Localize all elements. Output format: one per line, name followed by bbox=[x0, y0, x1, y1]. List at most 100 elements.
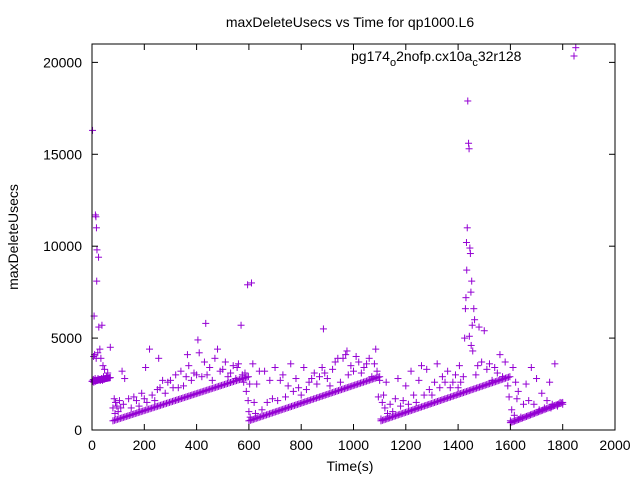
data-point bbox=[559, 398, 567, 406]
data-point bbox=[467, 288, 475, 296]
data-point bbox=[93, 246, 101, 254]
data-point bbox=[244, 397, 252, 405]
data-point bbox=[382, 378, 390, 386]
data-point bbox=[249, 360, 257, 368]
data-point bbox=[331, 358, 339, 366]
data-point bbox=[268, 395, 276, 403]
data-point bbox=[373, 367, 381, 375]
data-point bbox=[446, 384, 454, 392]
data-point bbox=[242, 387, 250, 395]
data-point bbox=[530, 400, 538, 408]
data-point bbox=[300, 364, 308, 372]
data-point bbox=[211, 354, 219, 362]
data-point bbox=[166, 376, 174, 384]
data-point bbox=[96, 345, 104, 353]
data-point bbox=[224, 373, 232, 381]
data-point bbox=[289, 387, 297, 395]
data-point bbox=[118, 367, 126, 375]
data-point bbox=[185, 362, 193, 370]
data-point bbox=[234, 360, 242, 368]
data-point bbox=[496, 351, 504, 359]
data-point bbox=[214, 345, 222, 353]
data-point bbox=[193, 371, 201, 379]
data-point bbox=[321, 369, 329, 377]
data-point bbox=[402, 382, 410, 390]
data-point bbox=[305, 378, 313, 386]
data-points bbox=[88, 44, 580, 427]
data-point bbox=[115, 397, 123, 405]
data-point bbox=[462, 294, 470, 302]
data-point bbox=[397, 402, 405, 410]
data-point bbox=[310, 369, 318, 377]
data-point bbox=[180, 382, 188, 390]
data-point bbox=[208, 376, 216, 384]
legend-label-subscript: o bbox=[390, 57, 396, 69]
data-point bbox=[386, 400, 394, 408]
data-point bbox=[159, 376, 167, 384]
y-tick-label: 10000 bbox=[43, 238, 82, 254]
data-point bbox=[326, 382, 334, 390]
data-point bbox=[202, 319, 210, 327]
x-tick-label: 2000 bbox=[599, 437, 630, 453]
data-point bbox=[508, 406, 516, 414]
data-point bbox=[93, 277, 101, 285]
data-point bbox=[161, 389, 169, 397]
data-point bbox=[94, 349, 102, 357]
data-point bbox=[132, 397, 140, 405]
data-point bbox=[287, 360, 295, 368]
data-point bbox=[464, 97, 472, 105]
data-point bbox=[246, 380, 254, 388]
legend-label-part: pg174 bbox=[351, 48, 390, 64]
x-tick-label: 600 bbox=[237, 437, 261, 453]
data-point bbox=[119, 400, 127, 408]
data-point bbox=[92, 213, 100, 221]
data-point bbox=[274, 397, 282, 405]
data-point bbox=[525, 397, 533, 405]
data-point bbox=[352, 352, 360, 360]
legend-label: pg174o2nofp.cx10ac32r128 bbox=[351, 48, 522, 69]
x-tick-label: 800 bbox=[290, 437, 314, 453]
data-point bbox=[174, 384, 182, 392]
data-point bbox=[263, 398, 271, 406]
data-point bbox=[135, 402, 143, 410]
y-tick-label: 20000 bbox=[43, 54, 82, 70]
data-point bbox=[557, 399, 565, 407]
data-point bbox=[140, 395, 148, 403]
data-point bbox=[462, 239, 470, 247]
data-point bbox=[363, 360, 371, 368]
data-point bbox=[156, 384, 164, 392]
x-tick-label: 1800 bbox=[547, 437, 578, 453]
data-point bbox=[483, 365, 491, 373]
data-point bbox=[461, 305, 469, 313]
data-point bbox=[455, 362, 463, 370]
x-tick-label: 1600 bbox=[495, 437, 526, 453]
data-point bbox=[519, 400, 527, 408]
y-tick-label: 15000 bbox=[43, 146, 82, 162]
data-point bbox=[251, 409, 259, 417]
data-point bbox=[316, 373, 324, 381]
x-tick-label: 0 bbox=[88, 437, 96, 453]
data-point bbox=[441, 378, 449, 386]
data-point bbox=[248, 279, 256, 287]
data-point bbox=[469, 347, 477, 355]
data-point bbox=[376, 373, 384, 381]
data-point bbox=[501, 358, 509, 366]
data-point bbox=[125, 395, 133, 403]
data-point bbox=[229, 362, 237, 370]
data-point bbox=[313, 380, 321, 388]
data-point bbox=[505, 393, 513, 401]
data-point bbox=[399, 397, 407, 405]
data-point bbox=[200, 358, 208, 366]
data-point bbox=[151, 397, 159, 405]
data-point bbox=[463, 266, 471, 274]
data-point bbox=[99, 362, 107, 370]
data-point bbox=[459, 373, 467, 381]
data-point bbox=[219, 365, 227, 373]
data-point bbox=[394, 375, 402, 383]
data-point bbox=[504, 382, 512, 390]
data-point bbox=[380, 391, 388, 399]
data-point bbox=[438, 373, 446, 381]
x-axis-title: Time(s) bbox=[327, 458, 374, 474]
data-point bbox=[266, 376, 274, 384]
data-point bbox=[471, 316, 479, 324]
